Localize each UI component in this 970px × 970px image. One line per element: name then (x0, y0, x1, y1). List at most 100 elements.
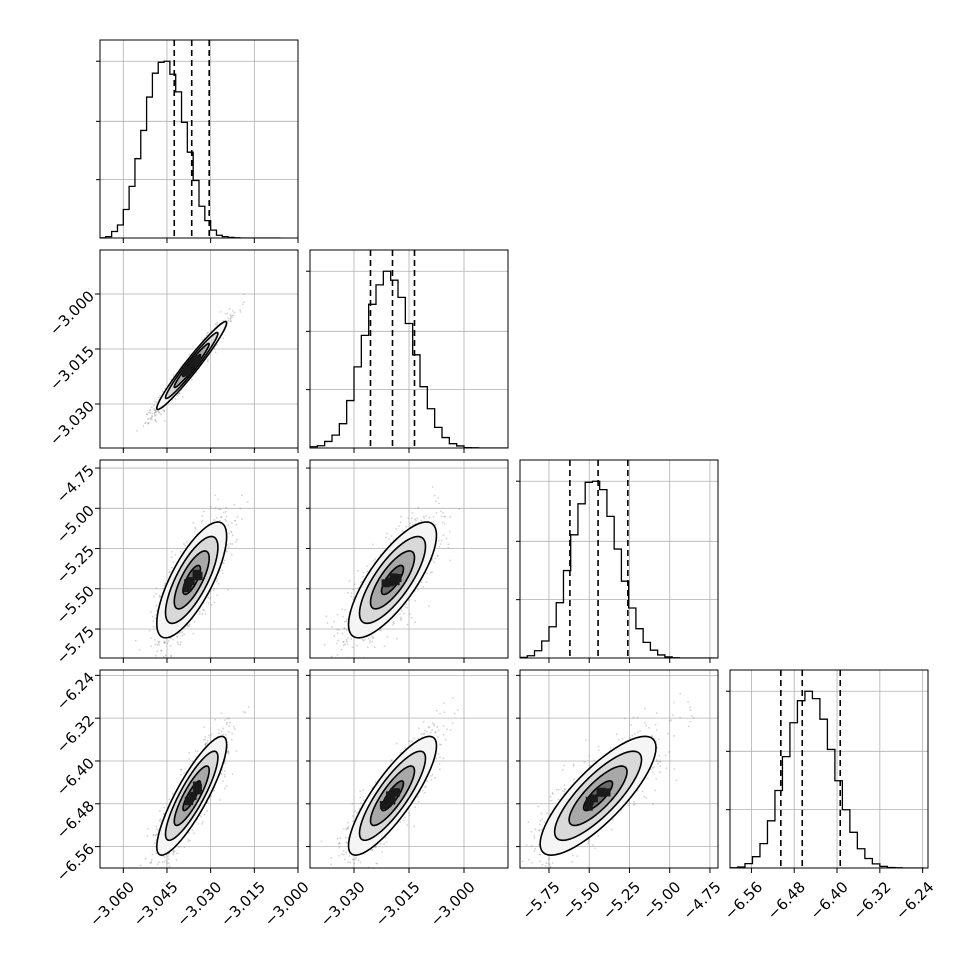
scatter-point (172, 561, 175, 564)
scatter-point (336, 642, 338, 645)
scatter-point (194, 756, 197, 758)
scatter-point (168, 798, 171, 801)
scatter-point (163, 420, 166, 422)
scatter-point (230, 530, 232, 533)
scatter-point (396, 637, 398, 640)
scatter-point (176, 636, 179, 638)
scatter-point (222, 511, 225, 514)
scatter-point (163, 409, 166, 412)
contour-line (164, 331, 219, 400)
scatter-point (150, 858, 153, 861)
scatter-point (176, 394, 179, 397)
scatter-point (135, 689, 137, 691)
scatter-point (163, 806, 165, 809)
scatter-point (156, 650, 158, 653)
scatter-point (416, 517, 419, 520)
scatter-point (198, 610, 201, 613)
scatter-point (154, 419, 157, 422)
panel-2-1 (306, 459, 509, 673)
scatter-point (148, 409, 151, 412)
scatter-point (193, 531, 196, 533)
scatter-point (202, 739, 205, 741)
scatter-point (136, 874, 138, 876)
scatter-point (227, 319, 230, 322)
scatter-point (220, 516, 223, 519)
scatter-point (187, 838, 190, 841)
scatter-point (151, 853, 154, 856)
scatter-point (170, 654, 172, 657)
density-core-cell (183, 366, 192, 375)
scatter-point (337, 639, 340, 642)
scatter-point (366, 646, 369, 649)
scatter-point (158, 640, 161, 643)
scatter-point (178, 846, 180, 849)
scatter-point (400, 618, 403, 620)
scatter-point (214, 718, 217, 721)
scatter-point (405, 525, 407, 528)
scatter-point (224, 719, 226, 722)
scatter-point (433, 561, 436, 564)
scatter-point (148, 417, 150, 420)
scatter-point (213, 518, 216, 521)
scatter-point (414, 518, 416, 521)
scatter-point (221, 572, 224, 575)
scatter-point (342, 640, 345, 643)
scatter-point (152, 620, 155, 623)
scatter-point (233, 519, 236, 522)
scatter-point (227, 749, 229, 752)
scatter-point (229, 314, 232, 316)
scatter-point (164, 654, 167, 657)
scatter-point (336, 654, 339, 656)
scatter-point (216, 594, 219, 597)
scatter-point (207, 596, 210, 599)
scatter-point (225, 515, 228, 518)
scatter-point (458, 508, 461, 510)
scatter-point (159, 394, 161, 397)
scatter-point (218, 519, 221, 522)
scatter-point (214, 507, 217, 509)
scatter-point (155, 410, 157, 413)
scatter-point (215, 580, 218, 583)
scatter-point (399, 521, 402, 524)
scatter-point (146, 418, 149, 420)
scatter-point (204, 743, 207, 746)
scatter-point (194, 750, 197, 752)
scatter-point (223, 559, 226, 562)
scatter-point (442, 534, 445, 537)
scatter-point (169, 645, 172, 647)
scatter-point (407, 517, 410, 520)
scatter-point (337, 628, 340, 631)
scatter-point (318, 671, 320, 673)
scatter-point (229, 320, 232, 323)
scatter-point (436, 555, 439, 557)
scatter-point (213, 348, 215, 350)
scatter-point (243, 293, 246, 296)
scatter-point (435, 512, 438, 514)
scatter-point (241, 303, 244, 306)
scatter-point (139, 864, 142, 867)
scatter-point (120, 448, 122, 450)
scatter-point (213, 494, 216, 497)
scatter-point (204, 612, 207, 615)
scatter-point (399, 515, 402, 518)
scatter-point (152, 595, 155, 598)
scatter-point (225, 785, 228, 787)
scatter-point (362, 639, 365, 642)
scatter-point (385, 536, 387, 539)
scatter-point (151, 415, 154, 417)
scatter-point (151, 615, 154, 618)
scatter-point (154, 654, 157, 657)
scatter-point (189, 839, 191, 842)
scatter-point (220, 730, 223, 733)
scatter-point (179, 644, 182, 646)
scatter-point (155, 592, 157, 595)
scatter-point (222, 337, 225, 340)
scatter-point (420, 519, 423, 522)
scatter-point (432, 515, 435, 518)
contour-line (155, 320, 228, 411)
y-tick-label: −3.015 (46, 342, 98, 394)
scatter-point (227, 731, 230, 733)
scatter-point (145, 871, 147, 873)
scatter-point (218, 728, 220, 731)
scatter-point (420, 581, 423, 584)
